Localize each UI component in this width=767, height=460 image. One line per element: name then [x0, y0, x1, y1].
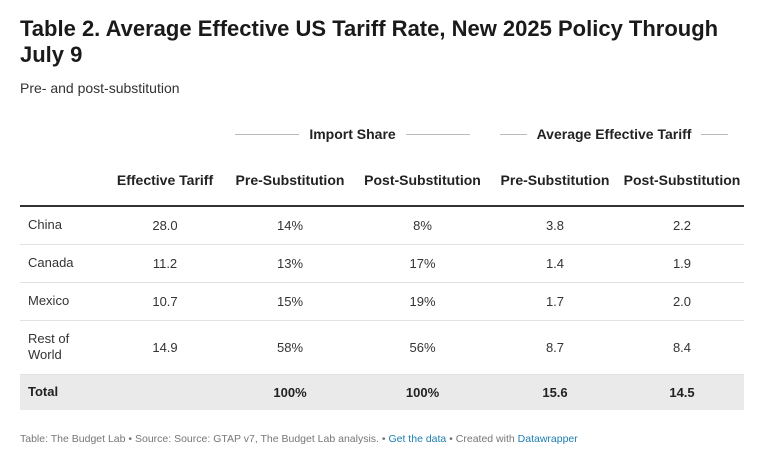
- data-table: Effective Tariff Pre-Substitution Post-S…: [20, 156, 744, 410]
- total-label: Total: [20, 373, 105, 410]
- cell-tariff-post: 2.2: [620, 206, 744, 245]
- cell-tariff-pre: 3.8: [490, 206, 620, 245]
- row-label: Canada: [20, 244, 105, 283]
- col-header-tariff-post[interactable]: Post-Substitution: [620, 156, 744, 207]
- cell-tariff-post: 8.4: [620, 320, 744, 375]
- total-effective-tariff: [105, 373, 225, 410]
- cell-effective-tariff: 14.9: [105, 320, 225, 375]
- cell-tariff-post: 1.9: [620, 244, 744, 283]
- cell-import-pre: 58%: [225, 320, 355, 375]
- group-label-avg-tariff: Average Effective Tariff: [536, 126, 692, 142]
- total-row: Total 100% 100% 15.6 14.5: [20, 373, 744, 410]
- cell-import-pre: 13%: [225, 244, 355, 283]
- footer-source: Table: The Budget Lab • Source: Source: …: [20, 433, 389, 445]
- col-header-effective-tariff[interactable]: Effective Tariff: [105, 156, 225, 207]
- total-import-pre: 100%: [225, 373, 355, 410]
- cell-import-post: 8%: [355, 206, 490, 245]
- cell-import-pre: 14%: [225, 206, 355, 245]
- table-row: China 28.0 14% 8% 3.8 2.2: [20, 206, 744, 245]
- table-row: Rest of World 14.9 58% 56% 8.7 8.4: [20, 320, 744, 375]
- cell-import-post: 56%: [355, 320, 490, 375]
- row-label: Rest of World: [20, 320, 105, 375]
- group-rule-right: [405, 133, 471, 135]
- cell-tariff-post: 2.0: [620, 282, 744, 321]
- cell-effective-tariff: 28.0: [105, 206, 225, 245]
- cell-import-post: 19%: [355, 282, 490, 321]
- group-rule-left: [500, 133, 527, 135]
- cell-effective-tariff: 10.7: [105, 282, 225, 321]
- col-header-import-pre[interactable]: Pre-Substitution: [225, 156, 355, 207]
- total-tariff-post: 14.5: [620, 373, 744, 410]
- footer-created: • Created with: [446, 433, 518, 445]
- row-label: Mexico: [20, 282, 105, 321]
- total-tariff-pre: 15.6: [490, 373, 620, 410]
- chart-subtitle: Pre- and post-substitution: [20, 80, 180, 96]
- datawrapper-link[interactable]: Datawrapper: [517, 433, 578, 445]
- cell-import-pre: 15%: [225, 282, 355, 321]
- group-header-avg-tariff: Average Effective Tariff: [500, 124, 728, 144]
- col-header-import-post[interactable]: Post-Substitution: [355, 156, 490, 207]
- group-rule-right: [701, 133, 728, 135]
- row-label: China: [20, 206, 105, 245]
- header-row: Effective Tariff Pre-Substitution Post-S…: [20, 156, 744, 207]
- chart-title: Table 2. Average Effective US Tariff Rat…: [20, 16, 719, 67]
- cell-tariff-pre: 1.7: [490, 282, 620, 321]
- group-rule-left: [235, 133, 300, 135]
- cell-import-post: 17%: [355, 244, 490, 283]
- group-label-import-share: Import Share: [309, 126, 396, 142]
- table-row: Mexico 10.7 15% 19% 1.7 2.0: [20, 282, 744, 321]
- get-data-link[interactable]: Get the data: [388, 433, 447, 445]
- col-header-country: [20, 156, 105, 207]
- col-header-tariff-pre[interactable]: Pre-Substitution: [490, 156, 620, 207]
- cell-effective-tariff: 11.2: [105, 244, 225, 283]
- cell-tariff-pre: 8.7: [490, 320, 620, 375]
- group-header-import-share: Import Share: [235, 124, 471, 144]
- total-import-post: 100%: [355, 373, 490, 410]
- footer: Table: The Budget Lab • Source: Source: …: [20, 433, 578, 445]
- table-row: Canada 11.2 13% 17% 1.4 1.9: [20, 244, 744, 283]
- cell-tariff-pre: 1.4: [490, 244, 620, 283]
